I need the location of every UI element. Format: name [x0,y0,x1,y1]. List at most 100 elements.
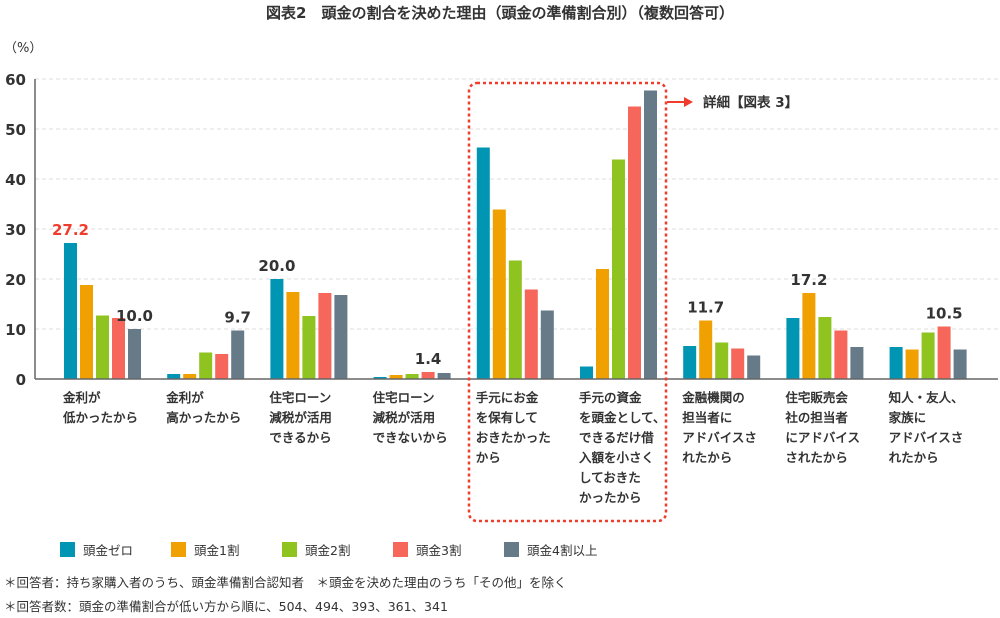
data-label: 1.4 [415,350,442,368]
category-label: れたから [682,450,732,465]
arrow-head-icon [684,97,693,107]
category-label: 社の担当者 [784,410,848,425]
bar-2-2 [302,316,316,379]
bar-5-3 [628,106,641,379]
category-label: できないから [373,430,448,445]
y-tick-label: 60 [5,71,26,89]
bar-7-3 [834,330,848,379]
bar-7-1 [802,293,816,379]
y-tick-label: 0 [16,371,26,389]
bar-0-3 [112,318,125,379]
legend-swatch [504,542,519,557]
category-label: アドバイスさ [682,430,757,445]
data-label: 10.5 [926,305,963,323]
legend-item: 頭金4割以上 [504,540,615,559]
category-label: 手元にお金 [476,390,539,405]
bar-1-0 [167,374,181,379]
legend-label: 頭金2割 [305,543,351,558]
category-label: を保有して [476,410,538,425]
category-label: 家族に [889,410,927,425]
y-tick-label: 20 [5,271,26,289]
bar-7-2 [818,317,832,379]
bar-7-4 [850,347,864,379]
y-tick-label: 50 [5,121,26,139]
category-label: にアドバイス [785,430,860,445]
bar-7-0 [786,318,800,379]
category-label: 住宅販売会 [785,390,848,405]
category-label: 住宅ローン [373,390,435,405]
bar-4-3 [524,289,538,379]
category-label: 知人・友人、 [888,390,964,405]
category-label: 金融機関の [681,390,745,405]
bar-8-2 [921,332,935,379]
category-label: アドバイスさ [889,430,964,445]
bar-6-2 [715,342,729,379]
bar-chart: （%）0102030405060金利が低かったから金利が高かったから住宅ローン減… [4,41,998,523]
bar-8-4 [953,349,967,379]
legend-label: 頭金ゼロ [83,543,134,558]
category-label: 低かったから [62,410,138,425]
bar-1-2 [199,352,213,379]
bar-1-4 [231,330,245,379]
bar-6-4 [747,355,761,379]
legend-item: 頭金1割 [171,540,282,559]
bar-2-3 [318,293,332,379]
bar-2-1 [286,292,300,379]
category-label: 手元の資金 [579,390,642,405]
highlight-box [467,81,668,523]
bar-1-1 [183,374,197,379]
legend-item: 頭金ゼロ [60,540,171,559]
category-label: れたから [889,450,939,465]
chart-title: 図表2 頭金の割合を決めた理由（頭金の準備割合別）（複数回答可） [266,4,734,22]
bar-6-0 [683,346,697,379]
category-label: おきたかった [476,430,551,445]
bar-0-2 [96,315,109,379]
category-label: から [476,450,501,465]
category-label: 金利が [62,390,101,405]
bar-5-2 [612,159,625,379]
bar-4-0 [476,147,490,379]
bar-1-3 [215,354,229,379]
footnote-1: ＊回答者：持ち家購入者のうち、頭金準備割合認知者 ＊頭金を決めた理由のうち「その… [4,575,567,590]
data-label: 27.2 [52,221,89,239]
y-tick-label: 40 [5,171,26,189]
bar-6-3 [731,348,745,379]
category-label: 入額を小さく [579,450,654,465]
highlight-annotation: 詳細【図表 3】 [703,94,798,111]
data-label: 20.0 [258,257,295,275]
data-label: 11.7 [687,299,724,317]
legend-label: 頭金1割 [194,543,240,558]
bar-3-1 [389,375,403,379]
bar-4-1 [492,209,506,379]
bar-0-0 [64,243,77,379]
y-tick-label: 30 [5,221,26,239]
legend-swatch [171,542,186,557]
bar-3-0 [373,377,387,379]
legend-item: 頭金2割 [282,540,393,559]
category-label: しておきた [579,470,641,485]
bar-5-1 [596,269,609,379]
category-label: できるから [269,430,331,445]
category-label: されたから [785,450,848,465]
data-label: 10.0 [116,307,153,325]
y-axis-label: （%） [4,41,42,56]
legend-label: 頭金4割以上 [527,543,598,558]
legend-swatch [393,542,408,557]
category-label: 高かったから [166,410,241,425]
bar-3-4 [437,373,451,379]
category-label: かったから [579,490,642,505]
y-tick-label: 10 [5,321,26,339]
bar-4-4 [540,310,554,379]
bar-6-1 [699,320,713,379]
data-label: 17.2 [790,271,827,289]
footnote-2: ＊回答者数：頭金の準備割合が低い方から順に、504、494、393、361、34… [4,599,448,614]
legend-swatch [282,542,297,557]
bar-0-1 [80,285,93,379]
legend-label: 頭金3割 [416,543,462,558]
bar-3-2 [405,374,419,379]
bar-2-4 [334,295,348,379]
bar-8-1 [905,349,919,379]
bar-2-0 [270,279,284,379]
legend: 頭金ゼロ 頭金1割 頭金2割 頭金3割 頭金4割以上 [60,540,615,559]
category-label: 減税が活用 [373,410,436,425]
